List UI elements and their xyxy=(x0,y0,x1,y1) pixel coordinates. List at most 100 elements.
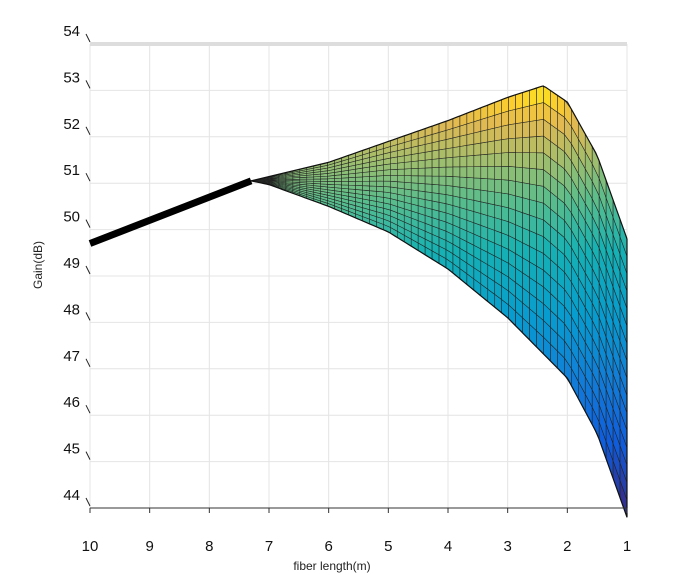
surface-patch xyxy=(494,166,502,180)
surface-patch xyxy=(417,175,426,185)
y-tick-mark xyxy=(85,451,91,460)
surface-patch xyxy=(515,152,523,168)
surface-patch xyxy=(515,122,523,139)
surface-patch xyxy=(480,213,489,229)
surface-patch xyxy=(341,181,349,186)
surface-patch xyxy=(536,200,544,221)
surface-patch xyxy=(438,157,447,168)
y-tick-label: 48 xyxy=(63,301,80,318)
surface-patch xyxy=(480,153,489,167)
surface-patch xyxy=(487,127,496,143)
surface-patch xyxy=(362,185,370,191)
surface-patch xyxy=(431,200,440,212)
surface-patch xyxy=(501,179,509,195)
surface-patch xyxy=(529,230,537,251)
surface-patch xyxy=(501,138,509,154)
surface-bottom-edge xyxy=(250,180,628,518)
surface-patch xyxy=(487,202,496,218)
surface-patch xyxy=(431,149,440,160)
surface-patch xyxy=(397,162,405,170)
surface-patch xyxy=(508,166,516,182)
surface-patch xyxy=(473,154,482,167)
y-tick-label: 54 xyxy=(63,23,80,40)
surface-patch xyxy=(452,166,461,178)
y-tick-mark xyxy=(85,358,91,368)
surface-patch xyxy=(417,159,426,169)
surface-patch xyxy=(515,166,523,183)
surface-patch xyxy=(403,181,412,191)
surface-patch xyxy=(376,185,384,193)
y-tick-mark xyxy=(85,312,91,321)
surface-patch xyxy=(508,179,516,197)
surface-patch xyxy=(431,175,440,186)
surface-patch xyxy=(431,167,440,177)
y-tick-label: 51 xyxy=(63,162,80,179)
surface-patch xyxy=(438,148,447,159)
x-tick-label: 10 xyxy=(82,538,99,555)
surface-patch xyxy=(508,108,516,126)
surface-patch xyxy=(508,152,516,168)
surface-patch xyxy=(362,176,370,182)
surface-patch xyxy=(452,156,461,168)
surface-patch xyxy=(452,176,461,188)
surface-patch xyxy=(390,162,398,170)
axes xyxy=(90,42,627,509)
x-axis-title: fiber length(m) xyxy=(293,559,370,573)
surface-patch xyxy=(487,215,496,231)
surface-patch xyxy=(334,184,342,189)
surface-patch xyxy=(522,197,530,216)
y-tick-mark xyxy=(85,265,91,275)
surface-patch xyxy=(515,107,523,124)
surface-patch xyxy=(522,182,530,200)
surface-patch xyxy=(508,123,516,139)
surface-patch xyxy=(536,168,544,187)
surface-patch xyxy=(417,167,426,177)
surface-patch xyxy=(410,168,419,177)
surface-patch xyxy=(494,178,502,194)
surface-patch xyxy=(473,177,482,191)
surface-patch xyxy=(410,175,419,184)
surface-patch xyxy=(536,184,544,204)
surface-patch xyxy=(466,177,475,190)
surface-patch xyxy=(445,194,454,206)
surface-patch xyxy=(334,181,342,186)
y-tick-label: 46 xyxy=(63,394,80,411)
surface-patch xyxy=(522,152,530,169)
surface-patch xyxy=(410,189,419,199)
surface-patch xyxy=(473,142,482,156)
surface-patch xyxy=(529,120,537,138)
surface-patch xyxy=(369,190,377,197)
surface-patch xyxy=(327,181,335,185)
surface-patch xyxy=(438,193,447,205)
surface-patch xyxy=(424,167,433,177)
surface-patch xyxy=(494,204,502,220)
surface-plot xyxy=(88,85,628,518)
y-tick-label: 50 xyxy=(63,209,80,226)
surface-patch xyxy=(522,167,530,185)
surface-patch xyxy=(424,183,433,193)
surface-patch xyxy=(376,175,384,182)
surface-patch xyxy=(452,135,461,148)
surface-patch xyxy=(522,136,530,153)
surface-patch xyxy=(515,209,523,229)
y-tick-label: 49 xyxy=(63,255,80,272)
surface-patch xyxy=(390,175,398,182)
surface-patch xyxy=(466,187,475,201)
surface-patch xyxy=(536,102,544,121)
surface-patch xyxy=(466,155,475,168)
surface-patch xyxy=(445,185,454,197)
surface-patch xyxy=(529,103,537,122)
surface-patch xyxy=(459,166,468,178)
surface-patch xyxy=(480,166,489,180)
surface-patch xyxy=(417,182,426,193)
surface-patch xyxy=(487,190,496,206)
surface-patch xyxy=(501,110,509,127)
surface-patch xyxy=(383,175,391,182)
surface-patch xyxy=(431,192,440,203)
surface-patch xyxy=(466,198,475,212)
surface-patch xyxy=(480,129,489,144)
surface-patch xyxy=(522,212,530,232)
surface-patch xyxy=(529,214,537,235)
surface-patch xyxy=(480,189,489,204)
surface-patch xyxy=(452,146,461,158)
